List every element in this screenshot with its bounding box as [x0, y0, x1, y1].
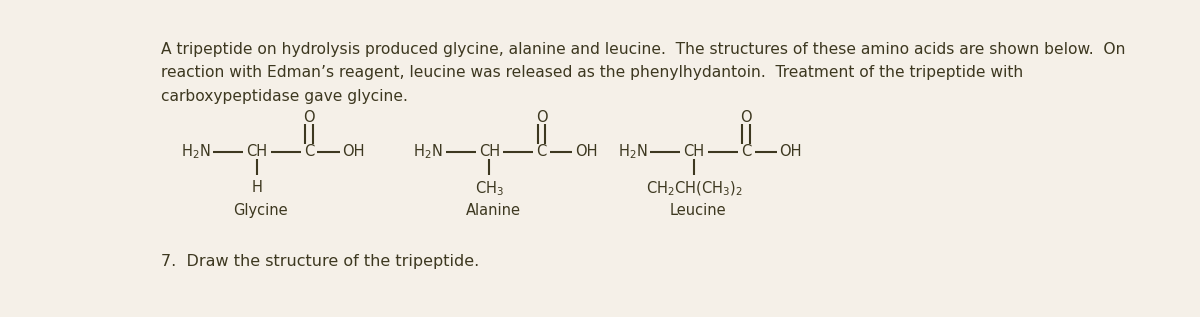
- Text: Glycine: Glycine: [233, 203, 288, 218]
- Text: Leucine: Leucine: [670, 203, 726, 218]
- Text: CH: CH: [479, 144, 500, 159]
- Text: OH: OH: [780, 144, 802, 159]
- Text: C: C: [304, 144, 314, 159]
- Text: CH$_3$: CH$_3$: [475, 180, 504, 198]
- Text: C: C: [742, 144, 751, 159]
- Text: Alanine: Alanine: [466, 203, 521, 218]
- Text: A tripeptide on hydrolysis produced glycine, alanine and leucine.  The structure: A tripeptide on hydrolysis produced glyc…: [161, 42, 1126, 104]
- Text: CH: CH: [246, 144, 268, 159]
- Text: H$_2$N: H$_2$N: [618, 142, 648, 161]
- Text: H$_2$N: H$_2$N: [181, 142, 210, 161]
- Text: OH: OH: [342, 144, 365, 159]
- Text: H$_2$N: H$_2$N: [414, 142, 443, 161]
- Text: O: O: [535, 110, 547, 125]
- Text: CH$_2$CH(CH$_3$)$_2$: CH$_2$CH(CH$_3$)$_2$: [646, 180, 743, 198]
- Text: H: H: [252, 180, 263, 195]
- Text: CH: CH: [684, 144, 704, 159]
- Text: O: O: [740, 110, 752, 125]
- Text: OH: OH: [575, 144, 598, 159]
- Text: O: O: [304, 110, 314, 125]
- Text: C: C: [536, 144, 547, 159]
- Text: 7.  Draw the structure of the tripeptide.: 7. Draw the structure of the tripeptide.: [161, 254, 480, 269]
